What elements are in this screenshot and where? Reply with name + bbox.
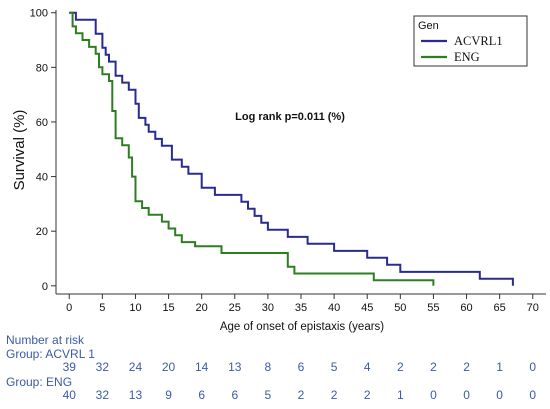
x-tick-label-0: 0 [66, 302, 72, 314]
x-tick-label-65: 65 [494, 302, 506, 314]
risk-group-label-eng: Group: ENG [6, 375, 72, 389]
risk-value-acvrl1-14: 0 [529, 360, 536, 374]
risk-value-eng-9: 2 [364, 388, 371, 402]
x-tick-label-55: 55 [427, 302, 439, 314]
risk-value-eng-2: 13 [129, 388, 143, 402]
x-tick-label-70: 70 [527, 302, 539, 314]
risk-value-eng-12: 0 [463, 388, 470, 402]
risk-value-acvrl1-9: 4 [364, 360, 371, 374]
risk-table: Number at risk Group: ACVRL 1 Group: ENG… [6, 333, 536, 402]
risk-value-acvrl1-4: 14 [195, 360, 209, 374]
risk-value-eng-14: 0 [529, 388, 536, 402]
y-tick-label-20: 20 [36, 226, 48, 238]
x-tick-label-10: 10 [129, 302, 141, 314]
risk-table-title: Number at risk [6, 333, 85, 347]
x-tick-label-25: 25 [229, 302, 241, 314]
x-axis-label: Age of onset of epistaxis (years) [220, 321, 384, 333]
x-tick-label-45: 45 [361, 302, 373, 314]
risk-value-eng-5: 6 [231, 388, 238, 402]
risk-value-acvrl1-7: 6 [298, 360, 305, 374]
risk-value-acvrl1-12: 2 [463, 360, 470, 374]
risk-value-acvrl1-0: 39 [63, 360, 77, 374]
risk-value-acvrl1-3: 20 [162, 360, 176, 374]
risk-value-acvrl1-2: 24 [129, 360, 143, 374]
risk-value-eng-4: 6 [198, 388, 205, 402]
risk-value-eng-1: 32 [96, 388, 110, 402]
x-tick-label-60: 60 [460, 302, 472, 314]
risk-value-acvrl1-13: 1 [496, 360, 503, 374]
risk-value-eng-3: 9 [165, 388, 172, 402]
y-tick-label-100: 100 [30, 8, 48, 20]
x-tick-label-35: 35 [295, 302, 307, 314]
legend-title: Gen [418, 20, 439, 32]
y-tick-label-40: 40 [36, 172, 48, 184]
risk-value-eng-11: 0 [430, 388, 437, 402]
risk-value-acvrl1-6: 8 [265, 360, 272, 374]
risk-value-eng-10: 1 [397, 388, 404, 402]
legend-label-acvrl1: ACVRL1 [454, 34, 503, 48]
risk-group-label-acvrl1: Group: ACVRL 1 [6, 347, 95, 361]
x-tick-label-15: 15 [162, 302, 174, 314]
risk-value-eng-7: 2 [298, 388, 305, 402]
y-axis-label: Survival (%) [11, 110, 28, 191]
risk-value-acvrl1-5: 13 [228, 360, 242, 374]
risk-value-acvrl1-11: 2 [430, 360, 437, 374]
y-tick-label-80: 80 [36, 62, 48, 74]
risk-value-eng-13: 0 [496, 388, 503, 402]
risk-value-acvrl1-10: 2 [397, 360, 404, 374]
x-tick-label-20: 20 [196, 302, 208, 314]
risk-value-eng-8: 2 [331, 388, 338, 402]
x-tick-label-40: 40 [328, 302, 340, 314]
legend-label-eng: ENG [454, 50, 480, 64]
log-rank-annotation: Log rank p=0.011 (%) [235, 111, 345, 123]
series-line-eng [69, 11, 435, 286]
risk-value-eng-6: 5 [265, 388, 272, 402]
y-tick-label-60: 60 [36, 117, 48, 129]
legend: Gen ACVRL1 ENG [413, 15, 528, 67]
risk-value-acvrl1-8: 5 [331, 360, 338, 374]
series-line-acvrl1 [69, 11, 514, 286]
x-tick-label-30: 30 [262, 302, 274, 314]
risk-value-eng-0: 40 [63, 388, 77, 402]
x-tick-label-5: 5 [99, 302, 105, 314]
x-tick-label-50: 50 [394, 302, 406, 314]
risk-value-acvrl1-1: 32 [96, 360, 110, 374]
y-tick-label-0: 0 [42, 281, 48, 293]
